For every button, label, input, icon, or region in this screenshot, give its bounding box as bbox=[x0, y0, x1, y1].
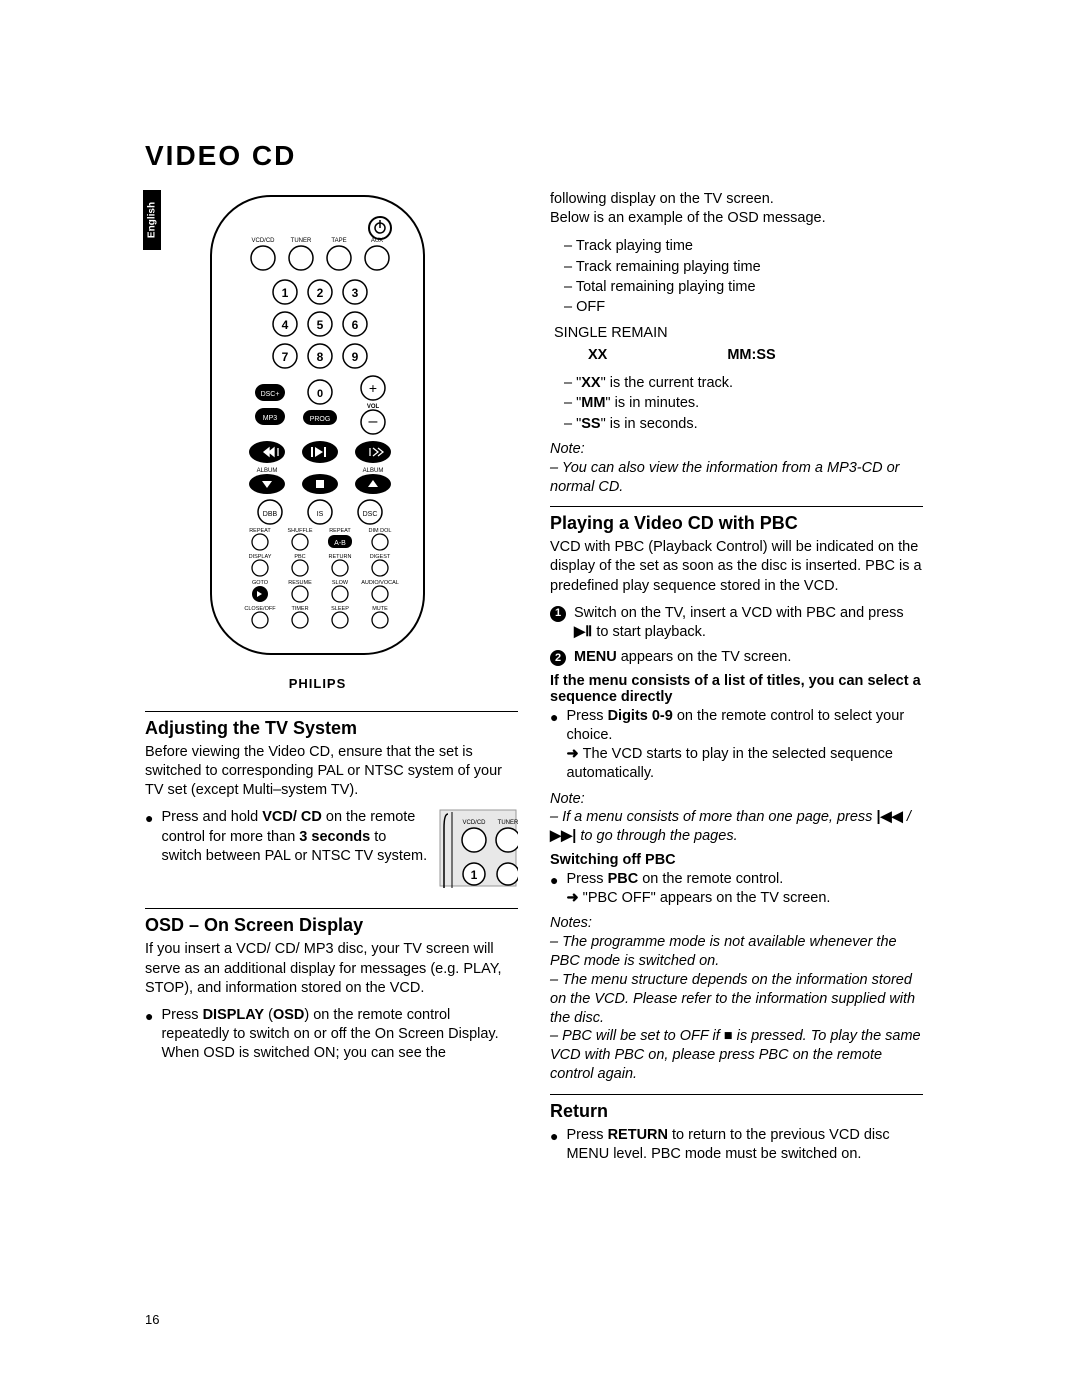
osd-bullet: Press DISPLAY (OSD) on the remote contro… bbox=[161, 1006, 518, 1063]
note-1: Note: – You can also view the informatio… bbox=[550, 440, 923, 497]
svg-text:ALBUM: ALBUM bbox=[363, 468, 384, 474]
switch-pbc-bullet: Press PBC on the remote control. ➜ "PBC … bbox=[566, 870, 830, 908]
svg-text:AUDIO/VOCAL: AUDIO/VOCAL bbox=[361, 580, 399, 586]
svg-text:2: 2 bbox=[317, 286, 324, 300]
pbc-step-2: MENU appears on the TV screen. bbox=[574, 648, 791, 667]
svg-text:–: – bbox=[369, 413, 378, 430]
pbc-subheading: If the menu consists of a list of titles… bbox=[550, 673, 923, 705]
heading-return: Return bbox=[550, 1094, 923, 1122]
svg-text:TIMER: TIMER bbox=[291, 606, 308, 612]
step-2-icon: 2 bbox=[550, 650, 566, 666]
svg-text:9: 9 bbox=[352, 350, 359, 364]
page-title: VIDEO CD bbox=[145, 140, 935, 172]
page-number: 16 bbox=[145, 1312, 159, 1327]
svg-text:GOTO: GOTO bbox=[252, 580, 269, 586]
note-2: Note: – If a menu consists of more than … bbox=[550, 790, 923, 847]
adjust-bullet: Press and hold VCD/ CD on the remote con… bbox=[161, 808, 430, 865]
svg-text:VOL: VOL bbox=[367, 404, 380, 410]
svg-text:VCD/CD: VCD/CD bbox=[462, 820, 486, 826]
osd-body: If you insert a VCD/ CD/ MP3 disc, your … bbox=[145, 940, 518, 997]
pbc-body: VCD with PBC (Playback Control) will be … bbox=[550, 538, 923, 595]
remote-illustration: VCD/CD TUNER TAPE AUX 123456789 DSC+ MP3… bbox=[205, 190, 430, 691]
svg-text:AUX: AUX bbox=[371, 238, 383, 244]
svg-text:DIGEST: DIGEST bbox=[370, 554, 391, 560]
svg-text:6: 6 bbox=[352, 318, 359, 332]
svg-text:A-B: A-B bbox=[334, 540, 346, 547]
svg-text:TUNER: TUNER bbox=[498, 820, 518, 826]
svg-text:SLOW: SLOW bbox=[332, 580, 349, 586]
svg-text:MP3: MP3 bbox=[263, 415, 278, 422]
svg-text:TUNER: TUNER bbox=[291, 238, 312, 244]
svg-text:1: 1 bbox=[282, 286, 289, 300]
svg-text:ALBUM: ALBUM bbox=[257, 468, 278, 474]
bullet-icon: ● bbox=[550, 709, 558, 784]
svg-text:RESUME: RESUME bbox=[288, 580, 312, 586]
svg-text:CLOSE/OFF: CLOSE/OFF bbox=[244, 606, 276, 612]
pbc-step-1: Switch on the TV, insert a VCD with PBC … bbox=[574, 604, 923, 642]
bullet-icon: ● bbox=[550, 1128, 558, 1164]
svg-text:5: 5 bbox=[317, 318, 324, 332]
heading-pbc: Playing a Video CD with PBC bbox=[550, 506, 923, 534]
svg-text:RETURN: RETURN bbox=[329, 554, 352, 560]
bullet-icon: ● bbox=[550, 872, 558, 908]
svg-text:PROG: PROG bbox=[310, 416, 331, 423]
heading-adjust-tv: Adjusting the TV System bbox=[145, 711, 518, 739]
osd-dash-list-2: "XX" is the current track. "MM" is in mi… bbox=[564, 373, 923, 434]
svg-text:DIM DOL: DIM DOL bbox=[369, 528, 392, 534]
svg-text:PBC: PBC bbox=[294, 554, 305, 560]
svg-text:DSC+: DSC+ bbox=[261, 391, 280, 398]
svg-text:+: + bbox=[369, 380, 377, 396]
pbc-digits-bullet: Press Digits 0-9 on the remote control t… bbox=[566, 707, 923, 784]
svg-text:REPEAT: REPEAT bbox=[329, 528, 351, 534]
svg-text:SLEEP: SLEEP bbox=[331, 606, 349, 612]
svg-text:IS: IS bbox=[317, 511, 324, 518]
label-vcdcd: VCD/CD bbox=[251, 238, 275, 244]
svg-text:SHUFFLE: SHUFFLE bbox=[287, 528, 312, 534]
osd-dash-list-1: Track playing time Track remaining playi… bbox=[564, 236, 923, 317]
osd-continue-1: following display on the TV screen. bbox=[550, 190, 923, 209]
svg-text:1: 1 bbox=[471, 868, 478, 882]
svg-text:DSC: DSC bbox=[363, 511, 378, 518]
svg-text:4: 4 bbox=[282, 318, 289, 332]
adjust-body: Before viewing the Video CD, ensure that… bbox=[145, 743, 518, 800]
switch-off-pbc-heading: Switching off PBC bbox=[550, 852, 923, 868]
svg-text:TAPE: TAPE bbox=[331, 238, 346, 244]
svg-text:7: 7 bbox=[282, 350, 289, 364]
return-bullet: Press RETURN to return to the previous V… bbox=[566, 1126, 923, 1164]
language-tab: English bbox=[143, 190, 161, 250]
svg-text:8: 8 bbox=[317, 350, 324, 364]
osd-example: SINGLE REMAIN XXMM:SS bbox=[554, 323, 923, 367]
svg-text:0: 0 bbox=[317, 388, 323, 400]
notes-block: Notes: – The programme mode is not avail… bbox=[550, 914, 923, 1084]
heading-osd: OSD – On Screen Display bbox=[145, 908, 518, 936]
remote-thumbnail: VCD/CD TUNER 1 bbox=[438, 808, 518, 888]
bullet-icon: ● bbox=[145, 810, 153, 865]
svg-text:3: 3 bbox=[352, 286, 359, 300]
svg-text:DBB: DBB bbox=[263, 511, 278, 518]
svg-text:REPEAT: REPEAT bbox=[249, 528, 271, 534]
step-1-icon: 1 bbox=[550, 606, 566, 622]
svg-text:DISPLAY: DISPLAY bbox=[249, 554, 272, 560]
brand-label: PHILIPS bbox=[205, 676, 430, 691]
osd-continue-2: Below is an example of the OSD message. bbox=[550, 209, 923, 228]
svg-text:MUTE: MUTE bbox=[372, 606, 388, 612]
bullet-icon: ● bbox=[145, 1008, 153, 1063]
